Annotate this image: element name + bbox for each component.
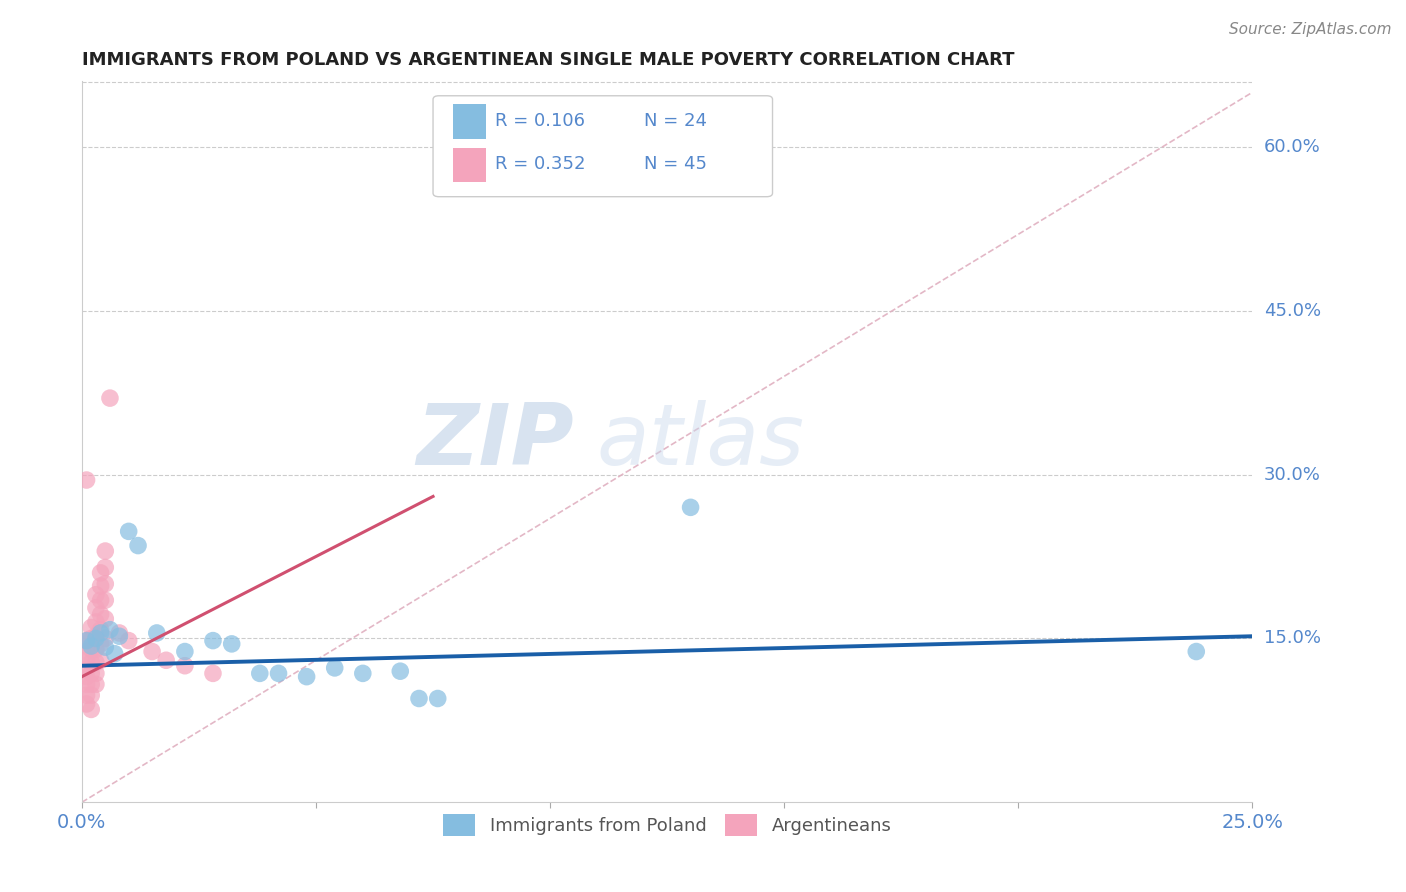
Point <box>80 642 103 657</box>
Point <box>323 661 346 675</box>
Point <box>98 391 121 405</box>
Text: ZIP: ZIP <box>416 401 574 483</box>
Legend: Immigrants from Poland, Argentineans: Immigrants from Poland, Argentineans <box>436 807 898 844</box>
Point <box>679 500 702 515</box>
Point <box>80 656 103 670</box>
FancyBboxPatch shape <box>453 104 485 139</box>
Text: N = 45: N = 45 <box>644 155 707 173</box>
Point <box>84 629 107 643</box>
Point <box>201 633 224 648</box>
Point <box>108 626 131 640</box>
Point <box>408 691 430 706</box>
Point <box>80 688 103 702</box>
Point <box>295 670 318 684</box>
Point <box>76 633 98 648</box>
Point <box>118 524 141 539</box>
Point <box>84 677 107 691</box>
Point <box>80 620 103 634</box>
Point <box>80 702 103 716</box>
Point <box>76 662 98 676</box>
Point <box>90 566 112 580</box>
Point <box>84 615 107 629</box>
Point <box>90 579 112 593</box>
Point <box>90 593 112 607</box>
Point <box>84 666 107 681</box>
Point <box>76 677 98 691</box>
Point <box>173 644 195 658</box>
FancyBboxPatch shape <box>453 148 485 182</box>
Point <box>146 626 169 640</box>
Point <box>94 640 117 655</box>
Point <box>90 637 112 651</box>
Text: R = 0.352: R = 0.352 <box>495 155 585 173</box>
Point <box>80 677 103 691</box>
Point <box>80 632 103 646</box>
Text: atlas: atlas <box>598 401 804 483</box>
Point <box>76 670 98 684</box>
Text: 60.0%: 60.0% <box>1264 138 1320 156</box>
Text: 15.0%: 15.0% <box>1264 630 1320 648</box>
Point <box>76 473 98 487</box>
Point <box>201 666 224 681</box>
Text: 45.0%: 45.0% <box>1264 301 1320 319</box>
Point <box>389 664 412 678</box>
Text: 30.0%: 30.0% <box>1264 466 1320 483</box>
FancyBboxPatch shape <box>433 95 772 197</box>
Point <box>221 637 243 651</box>
Point <box>90 626 112 640</box>
Point <box>90 623 112 637</box>
Point <box>80 639 103 653</box>
Point <box>267 666 290 681</box>
Point <box>108 629 131 643</box>
Point <box>76 697 98 711</box>
Point <box>76 688 98 702</box>
Text: IMMIGRANTS FROM POLAND VS ARGENTINEAN SINGLE MALE POVERTY CORRELATION CHART: IMMIGRANTS FROM POLAND VS ARGENTINEAN SI… <box>82 51 1014 69</box>
Point <box>84 600 107 615</box>
Point <box>90 607 112 622</box>
Text: N = 24: N = 24 <box>644 112 707 130</box>
Point <box>118 633 141 648</box>
Point <box>104 647 127 661</box>
Point <box>76 644 98 658</box>
Point <box>84 656 107 670</box>
Point <box>80 666 103 681</box>
Point <box>426 691 449 706</box>
Point <box>94 560 117 574</box>
Point <box>94 576 117 591</box>
Text: Source: ZipAtlas.com: Source: ZipAtlas.com <box>1229 22 1392 37</box>
Point <box>94 593 117 607</box>
Point <box>76 633 98 648</box>
Point <box>155 653 177 667</box>
Point <box>94 632 117 646</box>
Point <box>76 653 98 667</box>
Point <box>173 658 195 673</box>
Point <box>94 544 117 558</box>
Point <box>90 653 112 667</box>
Point <box>249 666 271 681</box>
Point <box>1185 644 1208 658</box>
Point <box>127 539 149 553</box>
Text: R = 0.106: R = 0.106 <box>495 112 585 130</box>
Point <box>84 632 107 646</box>
Point <box>98 623 121 637</box>
Point <box>94 612 117 626</box>
Point <box>84 642 107 657</box>
Point <box>141 644 163 658</box>
Point <box>352 666 374 681</box>
Point <box>84 588 107 602</box>
